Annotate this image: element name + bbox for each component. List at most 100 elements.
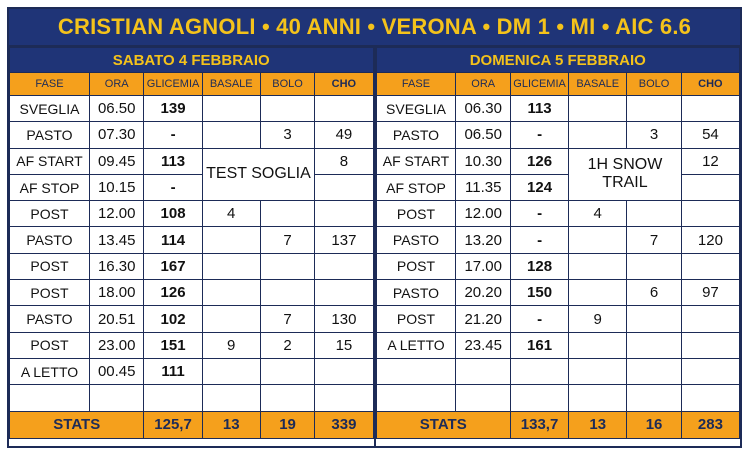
page-title: CRISTIAN AGNOLI • 40 ANNI • VERONA • DM … xyxy=(9,9,740,47)
cell-basale xyxy=(201,252,261,281)
column-header-cho: CHO xyxy=(314,72,374,96)
cell-cho: 137 xyxy=(314,226,374,254)
cell-cho xyxy=(314,94,374,123)
cell-ora: 13.45 xyxy=(88,226,145,254)
cell-basale xyxy=(568,252,628,281)
cell-fase: POST xyxy=(9,252,90,281)
cell-ora: 06.50 xyxy=(455,121,511,149)
column-header-fase: FASE xyxy=(375,72,457,96)
table-row: POST 16.30 167 xyxy=(9,252,374,281)
cell-bolo: 3 xyxy=(259,121,316,149)
cell-ora: 11.35 xyxy=(455,173,511,202)
cell-ora: 23.00 xyxy=(88,331,145,359)
cell-bolo: 7 xyxy=(626,226,682,254)
table-row: A LETTO 00.45 111 xyxy=(9,357,374,386)
table-row: PASTO 07.30- 3 49 xyxy=(9,121,374,149)
cell-cho: 97 xyxy=(680,279,741,307)
cell-bolo xyxy=(259,94,316,123)
cell-ora xyxy=(455,384,511,412)
cell-ora: 10.30 xyxy=(455,147,511,175)
cell-basale xyxy=(201,94,261,123)
stats-cho: 283 xyxy=(680,410,741,439)
stats-basale: 13 xyxy=(568,410,628,439)
cell-ora: 12.00 xyxy=(455,200,511,228)
cell-fase xyxy=(375,357,457,386)
cell-bolo: 3 xyxy=(626,121,682,149)
cell-bolo xyxy=(259,279,316,307)
cell-basale xyxy=(201,279,261,307)
cell-glicemia: 126 xyxy=(143,279,203,307)
stats-cho: 339 xyxy=(314,410,374,439)
cell-fase: PASTO xyxy=(9,305,90,333)
cell-fase: AF START xyxy=(375,147,457,175)
cell-bolo xyxy=(259,200,316,228)
cell-basale xyxy=(568,94,628,123)
table-row xyxy=(9,384,374,412)
cell-cho xyxy=(314,357,374,386)
cell-basale: 4 xyxy=(568,200,628,228)
table-row: AF START 09.45 113 TEST SOGLIA 8 xyxy=(9,147,374,202)
cell-fase: POST xyxy=(375,200,457,228)
days-container: SABATO 4 FEBBRAIO FASE ORA GLICEMIA BASALE BO… xyxy=(8,47,741,448)
cell-glicemia: 126 xyxy=(509,147,570,175)
cell-basale xyxy=(568,279,628,307)
cell-cho xyxy=(680,384,741,412)
cell-basale xyxy=(568,226,628,254)
cell-glicemia: 108 xyxy=(143,200,203,228)
cell-bolo: 7 xyxy=(259,305,316,333)
cell-ora xyxy=(88,384,145,412)
cell-bolo: 7 xyxy=(259,226,316,254)
cell-glicemia: 161 xyxy=(509,331,570,359)
cell-ora: 23.45 xyxy=(455,331,511,359)
cell-fase: PASTO xyxy=(375,279,457,307)
table-row xyxy=(375,384,741,412)
cell-glicemia: 151 xyxy=(143,331,203,359)
stats-basale: 13 xyxy=(201,410,261,439)
cell-glicemia: 150 xyxy=(509,279,570,307)
cell-bolo xyxy=(259,357,316,386)
column-header-cho: CHO xyxy=(680,72,741,96)
day-panel-saturday: SABATO 4 FEBBRAIO FASE ORA GLICEMIA BASALE BO… xyxy=(8,47,376,448)
cell-glicemia: 102 xyxy=(143,305,203,333)
stats-row: STATS 133,7 13 16 283 xyxy=(375,410,741,439)
cell-basale xyxy=(201,384,261,412)
table-row: AF STOP 10.15- xyxy=(9,173,374,202)
cell-basale xyxy=(568,331,628,359)
cell-cho: 54 xyxy=(680,121,741,149)
cell-basale xyxy=(201,121,261,149)
table-row: POST 12.00 108 4 xyxy=(9,200,374,228)
column-header-fase: FASE xyxy=(9,72,90,96)
cell-cho xyxy=(680,357,741,386)
cell-fase: POST xyxy=(9,331,90,359)
cell-glicemia: 114 xyxy=(143,226,203,254)
day-panel-sunday: DOMENICA 5 FEBBRAIO FASE ORA GLICEMIA BASALE… xyxy=(375,47,741,448)
cell-ora: 13.20 xyxy=(455,226,511,254)
activity-note: 1H SNOW TRAIL xyxy=(568,147,682,202)
cell-ora: 20.51 xyxy=(88,305,145,333)
cell-fase: AF STOP xyxy=(9,173,90,202)
cell-glicemia: - xyxy=(509,200,570,228)
cell-glicemia xyxy=(143,384,203,412)
cell-ora: 21.20 xyxy=(455,305,511,333)
cell-fase: PASTO xyxy=(375,121,457,149)
cell-bolo xyxy=(626,305,682,333)
cell-basale: 9 xyxy=(201,331,261,359)
cell-basale: 9 xyxy=(568,305,628,333)
cell-cho xyxy=(314,173,374,202)
table-row: PASTO 06.50- 3 54 xyxy=(375,121,741,149)
cell-glicemia: - xyxy=(143,121,203,149)
table-row: PASTO 20.51 102 7 130 xyxy=(9,305,374,333)
cell-glicemia: - xyxy=(143,173,203,202)
cell-fase: A LETTO xyxy=(9,357,90,386)
table-row: POST 12.00-4 xyxy=(375,200,741,228)
cell-cho xyxy=(314,279,374,307)
cell-glicemia xyxy=(509,384,570,412)
column-header-bolo: BOLO xyxy=(259,72,316,96)
cell-ora: 17.00 xyxy=(455,252,511,281)
cell-bolo xyxy=(626,357,682,386)
column-header-ora: ORA xyxy=(88,72,145,96)
cell-fase: PASTO xyxy=(9,121,90,149)
cell-ora: 16.30 xyxy=(88,252,145,281)
cell-bolo xyxy=(626,94,682,123)
cell-cho xyxy=(680,94,741,123)
